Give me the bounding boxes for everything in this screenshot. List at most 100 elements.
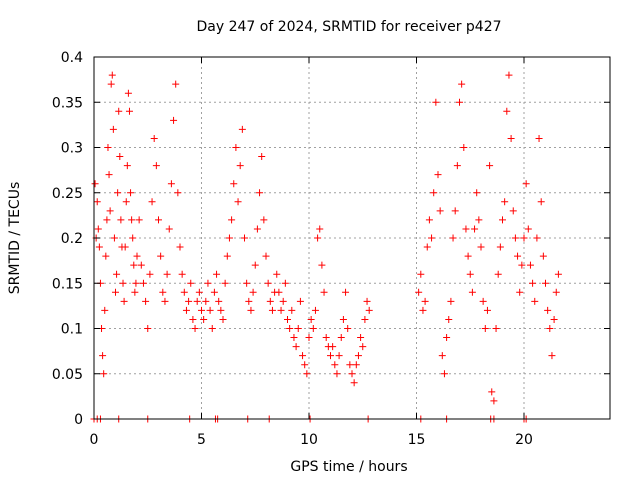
data-point — [176, 243, 184, 251]
x-tick-label: 5 — [197, 432, 206, 448]
data-point — [243, 279, 251, 287]
data-point — [104, 144, 112, 151]
data-point — [182, 306, 190, 314]
data-point — [434, 171, 442, 179]
y-tick-label: 0.25 — [52, 186, 83, 202]
data-point — [238, 125, 246, 133]
data-point — [415, 288, 423, 296]
data-point — [423, 243, 431, 251]
data-point — [529, 279, 537, 287]
data-point — [290, 334, 298, 342]
data-point — [245, 297, 253, 305]
data-point — [460, 144, 468, 151]
data-point — [178, 270, 186, 278]
data-point — [180, 288, 188, 296]
data-point — [542, 279, 549, 287]
data-point — [253, 225, 261, 233]
data-point — [286, 325, 294, 332]
data-point — [314, 234, 322, 242]
data-point — [511, 234, 519, 242]
data-point — [288, 306, 296, 314]
data-point — [546, 325, 554, 332]
data-point — [464, 252, 472, 260]
data-point — [449, 234, 457, 242]
data-point — [189, 315, 197, 323]
data-point — [223, 252, 231, 260]
data-point — [170, 116, 178, 124]
data-point — [107, 80, 115, 88]
data-point — [167, 180, 175, 188]
y-tick-label: 0.05 — [52, 367, 83, 383]
data-point — [163, 270, 171, 278]
data-point — [256, 189, 264, 197]
data-point — [159, 288, 167, 296]
data-point — [124, 89, 132, 97]
data-point — [316, 225, 324, 233]
data-point — [251, 261, 259, 269]
data-point — [509, 207, 517, 215]
data-point — [284, 315, 291, 323]
data-point — [490, 397, 498, 405]
data-point — [262, 252, 270, 260]
data-point — [329, 343, 337, 351]
data-point — [363, 297, 371, 305]
data-point — [492, 325, 500, 332]
data-point — [451, 207, 459, 215]
data-point — [471, 225, 479, 233]
x-tick-label: 20 — [515, 432, 533, 448]
data-point — [514, 252, 522, 260]
data-point — [191, 325, 199, 332]
data-point — [119, 279, 127, 287]
data-point — [122, 198, 130, 206]
data-point — [443, 334, 451, 342]
data-point — [91, 180, 99, 188]
data-point — [258, 153, 266, 161]
data-point — [142, 297, 150, 305]
data-point — [550, 315, 558, 323]
data-point — [432, 98, 440, 106]
data-point — [221, 279, 229, 287]
y-tick-label: 0.3 — [61, 141, 83, 157]
data-point — [307, 315, 315, 323]
data-point — [266, 297, 274, 305]
y-tick-label: 0 — [74, 412, 83, 428]
data-point — [365, 306, 373, 314]
data-point — [125, 107, 133, 115]
data-point — [108, 71, 116, 79]
data-point — [144, 325, 152, 332]
data-point — [537, 198, 545, 206]
data-point — [421, 297, 429, 305]
data-point — [311, 306, 319, 314]
data-point — [456, 98, 463, 106]
data-point — [225, 234, 233, 242]
data-point — [109, 125, 117, 133]
data-point — [121, 243, 129, 251]
data-point — [114, 189, 122, 197]
data-point — [210, 288, 218, 296]
data-point — [531, 297, 539, 305]
data-point — [333, 370, 341, 378]
data-point — [219, 315, 227, 323]
data-point — [301, 361, 309, 369]
data-point — [249, 288, 257, 296]
data-point — [275, 288, 283, 296]
data-point — [110, 234, 118, 242]
x-axis-label: GPS time / hours — [290, 459, 407, 475]
data-point — [296, 297, 304, 305]
data-point — [539, 252, 547, 260]
data-point — [357, 334, 365, 342]
data-point — [268, 306, 276, 314]
data-point — [526, 261, 534, 269]
data-point — [507, 134, 515, 142]
data-points — [90, 71, 562, 423]
data-point — [155, 216, 162, 224]
data-point — [133, 252, 141, 260]
y-tick-label: 0.15 — [52, 276, 83, 292]
data-point — [346, 361, 354, 369]
x-tick-label: 10 — [300, 432, 318, 448]
data-point — [260, 216, 268, 224]
data-point — [129, 234, 137, 242]
data-point — [208, 325, 216, 332]
data-point — [503, 107, 511, 115]
